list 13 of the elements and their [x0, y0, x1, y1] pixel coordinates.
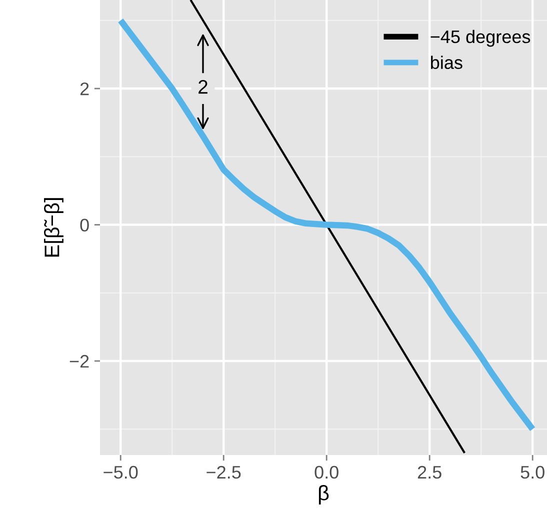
y-axis-title: E[β̃−β]: [44, 198, 64, 257]
y-tick-label: 2: [80, 82, 89, 96]
legend-label: bias: [431, 56, 462, 70]
annotation: 2: [198, 80, 208, 94]
y-tick-label: 0: [80, 218, 89, 232]
y-tick-label: −2: [70, 354, 89, 368]
x-tick-label: 2.5: [418, 466, 442, 479]
x-tick-label: −2.5: [206, 466, 241, 479]
x-tick-label: −5.0: [104, 466, 138, 479]
x-tick-label: 5.0: [520, 466, 544, 479]
x-axis-title: β: [318, 485, 329, 504]
x-tick-label: 0.0: [314, 466, 338, 479]
legend-label: −45 degrees: [430, 30, 530, 47]
